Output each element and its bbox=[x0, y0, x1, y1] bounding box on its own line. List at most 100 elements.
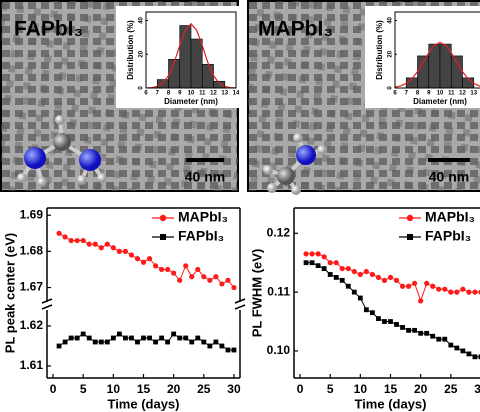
marker bbox=[153, 339, 158, 345]
marker bbox=[68, 335, 74, 341]
y-tick-label: 1.69 bbox=[20, 207, 44, 221]
marker bbox=[213, 274, 219, 280]
marker bbox=[363, 307, 369, 313]
marker bbox=[454, 289, 460, 295]
x-tick-label: 12 bbox=[459, 91, 466, 97]
marker bbox=[345, 283, 351, 289]
marker bbox=[207, 343, 213, 349]
x-tick-label: 10 bbox=[354, 382, 368, 396]
marker bbox=[135, 339, 140, 345]
legend-label: FAPbI₃ bbox=[178, 228, 224, 244]
marker bbox=[98, 245, 104, 251]
marker bbox=[448, 289, 454, 295]
marker bbox=[110, 245, 116, 251]
legend-marker bbox=[159, 214, 167, 222]
y-tick-label: 20 bbox=[139, 50, 145, 57]
marker bbox=[393, 277, 400, 283]
marker bbox=[104, 339, 110, 345]
marker bbox=[460, 348, 466, 354]
x-tick-label: 6 bbox=[393, 91, 397, 97]
x-tick-label: 5 bbox=[327, 382, 334, 396]
marker bbox=[146, 256, 153, 262]
x-tick-label: 12 bbox=[210, 91, 217, 97]
x-tick-label: 9 bbox=[178, 91, 182, 97]
x-tick-label: 25 bbox=[444, 382, 458, 396]
marker bbox=[74, 335, 80, 341]
marker bbox=[351, 268, 357, 275]
marker bbox=[400, 325, 405, 330]
marker bbox=[183, 335, 189, 341]
marker bbox=[406, 327, 411, 333]
marker bbox=[152, 263, 159, 269]
marker bbox=[86, 335, 92, 341]
y-tick-label: 0.12 bbox=[267, 225, 291, 239]
x-tick-label: 8 bbox=[416, 91, 420, 97]
marker bbox=[92, 339, 98, 345]
axis-breaks bbox=[41, 298, 246, 310]
marker bbox=[327, 272, 333, 277]
y-tick-label: 1.62 bbox=[20, 318, 44, 332]
marker bbox=[375, 274, 382, 281]
marker bbox=[213, 339, 219, 345]
marker bbox=[315, 251, 321, 257]
marker bbox=[472, 289, 478, 295]
marker bbox=[183, 263, 189, 269]
marker bbox=[369, 271, 376, 278]
marker bbox=[466, 351, 472, 357]
marker bbox=[436, 286, 442, 292]
marker bbox=[405, 283, 412, 289]
marker bbox=[80, 331, 86, 337]
bar bbox=[190, 38, 203, 89]
marker bbox=[303, 251, 309, 257]
marker bbox=[333, 275, 339, 280]
x-tick-label: 13 bbox=[470, 91, 477, 97]
marker bbox=[430, 283, 436, 289]
marker bbox=[418, 330, 424, 336]
x-tick-label: 20 bbox=[167, 382, 181, 396]
x-tick-label: 9 bbox=[427, 91, 431, 97]
marker bbox=[388, 319, 393, 324]
x-tick-label: 10 bbox=[107, 382, 121, 396]
marker bbox=[370, 310, 375, 316]
marker bbox=[207, 277, 213, 283]
x-tick-label: 0 bbox=[50, 382, 57, 396]
line-chart: 0.10 0.11 0.12 0 5 10 15 20 25 30 Time (days) PL FW… bbox=[249, 207, 480, 411]
marker bbox=[231, 347, 237, 353]
x-tick-label: 10 bbox=[437, 91, 444, 97]
scale-bar-label: 40 nm bbox=[185, 169, 225, 185]
marker bbox=[177, 277, 183, 283]
marker bbox=[219, 343, 225, 349]
x-tick-label: 10 bbox=[188, 91, 195, 97]
marker bbox=[189, 274, 195, 280]
marker bbox=[412, 327, 418, 333]
marker bbox=[195, 335, 201, 341]
marker bbox=[363, 268, 369, 275]
marker bbox=[442, 286, 448, 292]
marker bbox=[309, 260, 315, 266]
legend-label: MAPbI₃ bbox=[425, 209, 475, 225]
x-tick-label: 13 bbox=[221, 91, 228, 97]
marker bbox=[424, 330, 430, 336]
marker bbox=[110, 335, 116, 341]
marker bbox=[129, 335, 134, 341]
marker bbox=[80, 237, 86, 244]
marker bbox=[158, 266, 165, 273]
marker bbox=[357, 271, 363, 278]
marker bbox=[86, 241, 92, 247]
legend-marker bbox=[407, 234, 413, 240]
y-axis-title: PL FWHM (eV) bbox=[249, 249, 264, 338]
marker bbox=[478, 354, 480, 360]
marker bbox=[394, 322, 399, 327]
marker bbox=[381, 277, 388, 283]
bar bbox=[179, 25, 192, 89]
marker bbox=[466, 289, 472, 295]
x-tick-label: 25 bbox=[197, 382, 211, 396]
x-tick-label: 0 bbox=[297, 382, 304, 396]
marker bbox=[351, 289, 357, 295]
x-tick-label: 8 bbox=[167, 91, 171, 97]
x-tick-label: 7 bbox=[405, 91, 409, 97]
x-tick-label: 20 bbox=[414, 382, 428, 396]
